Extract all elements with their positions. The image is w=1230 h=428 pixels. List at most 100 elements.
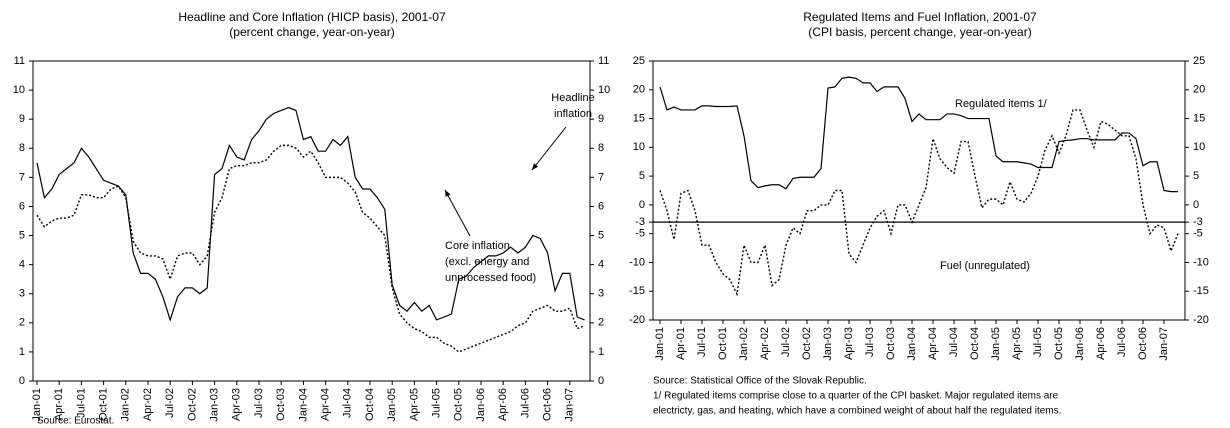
x-tick-label: Oct-06 <box>1137 327 1149 360</box>
source: Source: Eurostat. <box>37 416 114 427</box>
x-tick-label: Jul-06 <box>1116 327 1128 357</box>
note: 1/ Regulated items comprise close to a q… <box>653 391 1059 402</box>
x-tick-label: Jan-06 <box>475 388 487 422</box>
x-tick-label: Jul-05 <box>431 388 443 418</box>
arrow-head <box>532 163 539 170</box>
x-tick-label: Jul-04 <box>948 327 960 357</box>
x-tick-label: Oct-03 <box>885 327 897 360</box>
y-tick-label: 5 <box>639 170 645 182</box>
y2-tick-label: 5 <box>1193 170 1199 182</box>
x-tick-label: Jan-07 <box>564 388 576 422</box>
x-tick-label: Oct-02 <box>801 327 813 360</box>
y2-tick-label: 3 <box>598 288 604 300</box>
series-line <box>36 106 585 322</box>
plot-area <box>652 60 1186 321</box>
y2-tick-label: 0 <box>598 375 604 387</box>
y2-tick-label: 9 <box>598 113 604 125</box>
x-tick-label: Oct-05 <box>1053 327 1065 360</box>
x-tick-label: Apr-04 <box>320 388 332 421</box>
y2-tick-label: 0 <box>1193 199 1199 211</box>
y2-tick-label: 6 <box>598 200 604 212</box>
y-tick-label: 0 <box>19 375 25 387</box>
x-tick-label: Jan-02 <box>120 388 132 422</box>
chart-subtitle: (CPI basis, percent change, year-on-year… <box>808 25 1031 39</box>
y-tick-label: -3 <box>635 216 645 228</box>
y2-tick-label: 7 <box>598 171 604 183</box>
x-tick-label: Jan-04 <box>906 327 918 361</box>
y2-tick-label: -10 <box>1193 256 1209 268</box>
arrow-head <box>445 190 451 197</box>
y-tick-label: 20 <box>633 84 645 96</box>
y2-tick-label: 11 <box>598 55 609 67</box>
annotation: unprocessed food) <box>445 272 536 284</box>
x-tick-label: Jul-03 <box>864 327 876 357</box>
x-tick-label: Apr-02 <box>142 388 154 421</box>
x-tick-label: Apr-06 <box>497 388 509 421</box>
x-tick-label: Jan-05 <box>386 388 398 422</box>
x-tick-label: Jul-04 <box>342 388 354 418</box>
x-tick-label: Jan-03 <box>822 327 834 361</box>
y-tick-label: 6 <box>19 200 25 212</box>
y2-tick-label: 2 <box>598 317 604 329</box>
x-tick-label: Oct-01 <box>98 388 110 421</box>
y2-tick-label: 5 <box>598 229 604 241</box>
x-tick-label: Jan-07 <box>1158 327 1170 361</box>
y-tick-label: 7 <box>19 171 25 183</box>
y2-tick-label: -5 <box>1193 228 1203 240</box>
x-tick-label: Jan-06 <box>1074 327 1086 361</box>
annotation-arrow <box>531 126 567 171</box>
x-tick-label: Jul-02 <box>780 327 792 357</box>
y-tick-label: 25 <box>633 55 645 67</box>
y-tick-label: 10 <box>13 84 25 96</box>
x-tick-label: Oct-02 <box>186 388 198 421</box>
x-tick-label: Jan-02 <box>738 327 750 361</box>
annotation-arrow <box>444 189 471 237</box>
y-tick-label: 8 <box>19 142 25 154</box>
y2-tick-label: 8 <box>598 142 604 154</box>
x-tick-label: Jul-01 <box>696 327 708 357</box>
y-tick-label: -10 <box>629 256 645 268</box>
x-tick-label: Apr-02 <box>759 327 771 360</box>
x-tick-label: Oct-06 <box>542 388 554 421</box>
x-tick-label: Jan-01 <box>31 388 43 422</box>
x-tick-label: Jul-05 <box>1032 327 1044 357</box>
y2-tick-label: 25 <box>1193 55 1205 67</box>
annotation: (excl. energy and <box>445 256 529 268</box>
x-tick-label: Jul-01 <box>75 388 87 418</box>
annotation: inflation <box>554 108 592 120</box>
x-tick-label: Jan-04 <box>297 388 309 422</box>
annotation: Headline <box>551 92 594 104</box>
x-tick-label: Jul-06 <box>519 388 531 418</box>
x-tick-label: Apr-06 <box>1095 327 1107 360</box>
x-tick-label: Apr-05 <box>408 388 420 421</box>
y-tick-label: -15 <box>629 285 645 297</box>
y2-tick-label: -20 <box>1193 314 1209 326</box>
note: electricty, gas, and heating, which have… <box>653 406 1061 417</box>
source: Source: Statistical Office of the Slovak… <box>653 376 867 387</box>
x-tick-label: Oct-04 <box>364 388 376 421</box>
y2-tick-label: -3 <box>1193 216 1203 228</box>
y2-tick-label: 15 <box>1193 112 1205 124</box>
annotation: Fuel (unregulated) <box>940 260 1030 272</box>
x-tick-label: Oct-01 <box>717 327 729 360</box>
y-tick-label: 5 <box>19 229 25 241</box>
y-tick-label: 4 <box>19 259 25 271</box>
y-tick-label: 10 <box>633 141 645 153</box>
annotation: Regulated items 1/ <box>955 98 1048 110</box>
y-tick-label: -5 <box>635 228 645 240</box>
chart-subtitle: (percent change, year-on-year) <box>229 25 394 39</box>
y-tick-label: -20 <box>629 314 645 326</box>
x-tick-label: Jan-01 <box>654 327 666 361</box>
y-tick-label: 2 <box>19 317 25 329</box>
plot-area <box>32 60 591 382</box>
x-tick-label: Oct-03 <box>275 388 287 421</box>
chart-title: Regulated Items and Fuel Inflation, 2001… <box>803 10 1037 24</box>
y2-tick-label: -15 <box>1193 285 1209 297</box>
x-tick-label: Jul-03 <box>253 388 265 418</box>
x-tick-label: Apr-05 <box>1011 327 1023 360</box>
x-tick-label: Oct-05 <box>453 388 465 421</box>
y-tick-label: 1 <box>19 346 25 358</box>
x-tick-label: Apr-04 <box>927 327 939 360</box>
